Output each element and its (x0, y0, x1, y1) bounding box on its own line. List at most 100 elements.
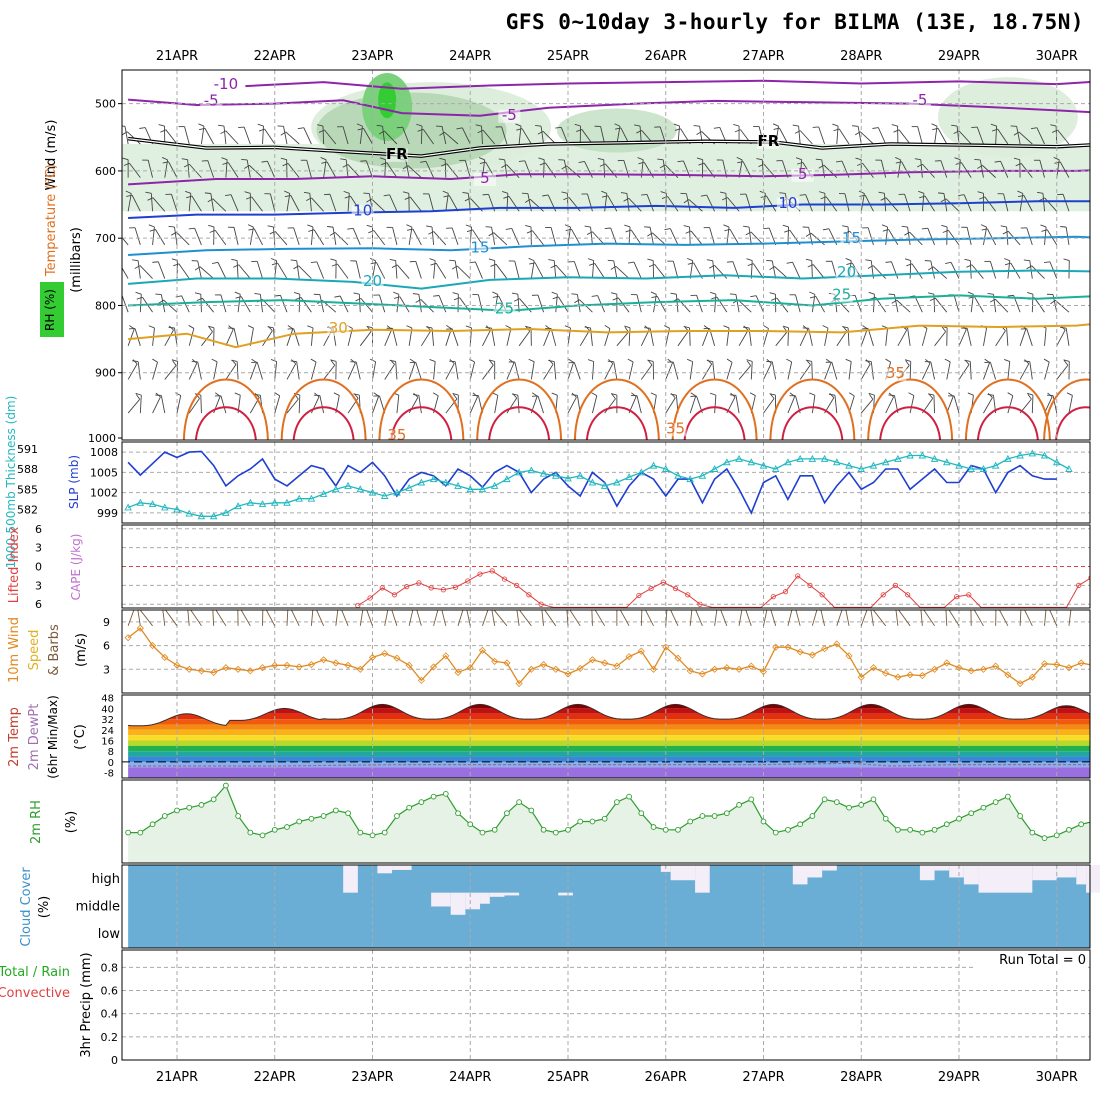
wind-barb-flag (921, 227, 928, 230)
wind-barb-flag (1007, 392, 1014, 397)
wind-barb-flag (951, 124, 958, 127)
wind-barb (251, 196, 263, 212)
wind-barb (464, 160, 471, 178)
wind-barb (766, 195, 777, 212)
wind-barb-flag (368, 230, 375, 234)
isotherm-label: 35 (387, 426, 406, 444)
thickness-marker (771, 465, 780, 472)
isotherm-label-bg (327, 323, 350, 337)
wind-barb-flag (503, 195, 510, 199)
wind-barb-flag (406, 325, 413, 329)
wind-barb (530, 260, 535, 279)
wind-barb (1026, 328, 1033, 346)
wind-barb-flag (310, 358, 317, 363)
wind-barb (738, 159, 743, 178)
wind-barb (946, 361, 951, 380)
wind-barb-flag (743, 325, 749, 331)
wind-barb (870, 361, 874, 380)
wind-barb (1026, 227, 1033, 246)
rh-marker (381, 829, 388, 836)
cloud-bar-high (978, 865, 1033, 893)
wind-speed-marker (527, 665, 535, 673)
wind-barb (227, 162, 239, 178)
wind-barb-flag (426, 225, 433, 228)
wind-barb-flag (880, 197, 887, 201)
wind-barb-flag (261, 160, 268, 163)
wind-barb-flag (460, 600, 465, 603)
wind-barb-flag (452, 393, 458, 400)
wind-barb (877, 127, 887, 145)
wind-barb-flag (627, 358, 634, 363)
wind-speed-marker (307, 660, 315, 669)
wind-barb-flag (1002, 230, 1009, 235)
wind-barb (738, 365, 751, 380)
thickness-marker (808, 454, 817, 462)
date-label-bottom: 23APR (351, 1070, 393, 1085)
wind-barb (176, 395, 182, 414)
wind-barb-flag (258, 128, 265, 132)
wind-speed-marker (637, 647, 645, 655)
wind-barb (768, 227, 777, 246)
minmax-label: (6hr Min/Max) (46, 695, 60, 779)
thickness-marker (222, 508, 230, 516)
rh-marker (943, 821, 950, 828)
date-label-top: 27APR (742, 49, 784, 64)
wind-barb-flag (719, 191, 726, 194)
wind-barb-flag (551, 291, 558, 295)
wind-barb-flag (433, 295, 440, 297)
wind-barb (888, 229, 899, 246)
isotherm-line (245, 79, 1090, 90)
wind-barb (787, 610, 793, 626)
wind-barb (998, 610, 1009, 627)
wind-barb-flag (241, 158, 248, 161)
wind-barb (139, 294, 142, 313)
isotherm-label-bg (351, 205, 374, 219)
wind-speed-marker (466, 664, 474, 672)
wind-barb (665, 362, 673, 380)
wind-barb (974, 296, 984, 313)
wind-barb-flag (145, 191, 152, 194)
lifted-marker (966, 592, 972, 598)
wind-barb-flag (612, 605, 618, 606)
wind-barb (174, 227, 178, 245)
wind-barb (1052, 395, 1058, 414)
wind-barb-flag (350, 358, 356, 364)
wind-barb-flag (647, 232, 653, 237)
wind-barb (238, 264, 251, 279)
lifted-marker (404, 584, 410, 590)
wind-barb (415, 261, 422, 279)
wind-barb-flag (726, 358, 733, 363)
wind-barb-flag (525, 225, 532, 228)
wind-barb-flag (366, 325, 373, 329)
wind-barb (454, 260, 459, 279)
wind-barb (854, 295, 862, 313)
wind-barb (727, 197, 740, 212)
wind-barb (995, 330, 1006, 347)
wind-barb-flag (310, 261, 317, 264)
rh-marker (1041, 835, 1048, 841)
wind-barb-flag (270, 258, 277, 262)
wind-barb-flag (981, 228, 988, 231)
wind-barb-flag (402, 191, 409, 194)
wind-barb-flag (412, 293, 419, 295)
wind-barb-flag (906, 263, 913, 267)
wind-barb-flag (168, 225, 175, 228)
wind-barb (277, 262, 288, 279)
wind-barb (795, 610, 801, 626)
thickness-marker (356, 485, 365, 493)
wind-barb (1029, 361, 1033, 380)
wind-barb-flag (297, 127, 304, 130)
wind-barb-flag (488, 359, 495, 362)
wind-barb-flag (945, 261, 952, 264)
wind-barb (313, 229, 325, 246)
wind-barb (420, 299, 434, 313)
thickness-marker (649, 461, 658, 469)
temp-bands (128, 704, 1090, 778)
rh-marker (247, 829, 254, 836)
thickness-marker (735, 454, 743, 462)
wind-barb (689, 610, 693, 626)
wind-barb (517, 395, 520, 414)
wind-speed-marker (344, 661, 352, 669)
rh-marker (931, 826, 938, 833)
temp-band (128, 767, 1090, 778)
